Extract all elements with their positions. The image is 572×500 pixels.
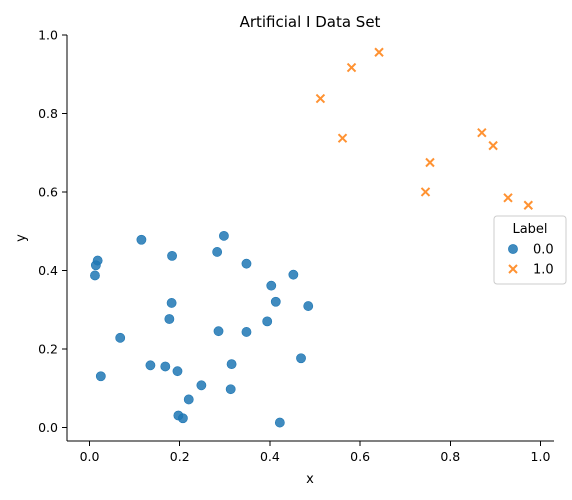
data-point-circle	[160, 361, 171, 372]
legend-title: Label	[512, 222, 547, 237]
data-point-circle	[241, 258, 252, 269]
data-point-circle	[90, 260, 101, 271]
data-point-circle	[296, 353, 306, 364]
chart-title: Artificial I Data Set	[240, 13, 381, 31]
data-point-x	[420, 187, 431, 197]
x-axis-ticks: 0.0 0.2 0.4 0.6 0.8 1.0	[80, 441, 551, 464]
data-point-circle	[115, 332, 126, 343]
y-axis-ticks: 0.0 0.2 0.4 0.6 0.8 1.0	[38, 28, 67, 435]
data-point-circle	[145, 360, 156, 371]
data-point-circle	[95, 371, 106, 382]
data-point-x	[337, 133, 348, 143]
data-point-x	[346, 62, 357, 73]
legend: Label 0.0 1.0	[493, 215, 567, 285]
x-tick-label: 0.0	[80, 449, 100, 464]
data-point-x	[315, 93, 326, 104]
data-point-circle	[167, 250, 177, 261]
data-point-circle	[262, 316, 273, 327]
data-point-x	[488, 140, 498, 151]
legend-marker-circle	[508, 244, 518, 254]
y-tick-label: 0.0	[38, 420, 58, 435]
data-point-x	[503, 193, 513, 203]
data-point-circle	[172, 366, 183, 377]
data-point-circle	[288, 269, 299, 280]
data-point-circle	[212, 247, 223, 257]
data-point-circle	[241, 327, 252, 337]
data-point-circle	[166, 298, 177, 308]
x-tick-label: 0.4	[260, 449, 280, 464]
data-point-circle	[90, 270, 100, 281]
y-axis-label: y	[14, 234, 29, 242]
x-tick-label: 0.6	[350, 449, 370, 464]
data-points	[90, 47, 534, 428]
x-tick-label: 0.8	[440, 449, 460, 464]
legend-marker-x	[508, 264, 518, 274]
data-point-circle	[164, 314, 175, 324]
data-point-circle	[270, 296, 281, 307]
data-point-circle	[213, 326, 224, 337]
legend-entry-label: 1.0	[533, 263, 554, 278]
data-point-x	[523, 200, 534, 210]
legend-entry-label: 0.0	[533, 243, 554, 258]
data-point-x	[425, 157, 435, 168]
data-point-circle	[225, 384, 236, 395]
y-tick-label: 0.6	[38, 184, 58, 199]
x-axis-label: x	[306, 472, 314, 487]
x-tick-label: 1.0	[531, 449, 551, 464]
data-point-x	[374, 47, 384, 57]
data-point-circle	[266, 280, 277, 291]
data-point-circle	[219, 230, 229, 241]
y-tick-label: 0.2	[38, 341, 58, 356]
y-tick-label: 0.4	[38, 263, 58, 278]
axes	[66, 35, 554, 442]
data-point-circle	[274, 417, 285, 428]
y-tick-label: 0.8	[38, 106, 58, 121]
data-point-circle	[177, 413, 188, 424]
data-point-circle	[183, 394, 194, 405]
data-point-circle	[196, 380, 207, 391]
data-point-circle	[136, 234, 147, 245]
data-point-circle	[303, 301, 314, 311]
x-tick-label: 0.2	[170, 449, 190, 464]
y-tick-label: 1.0	[38, 28, 58, 43]
data-point-circle	[226, 359, 237, 370]
data-point-x	[477, 127, 487, 138]
